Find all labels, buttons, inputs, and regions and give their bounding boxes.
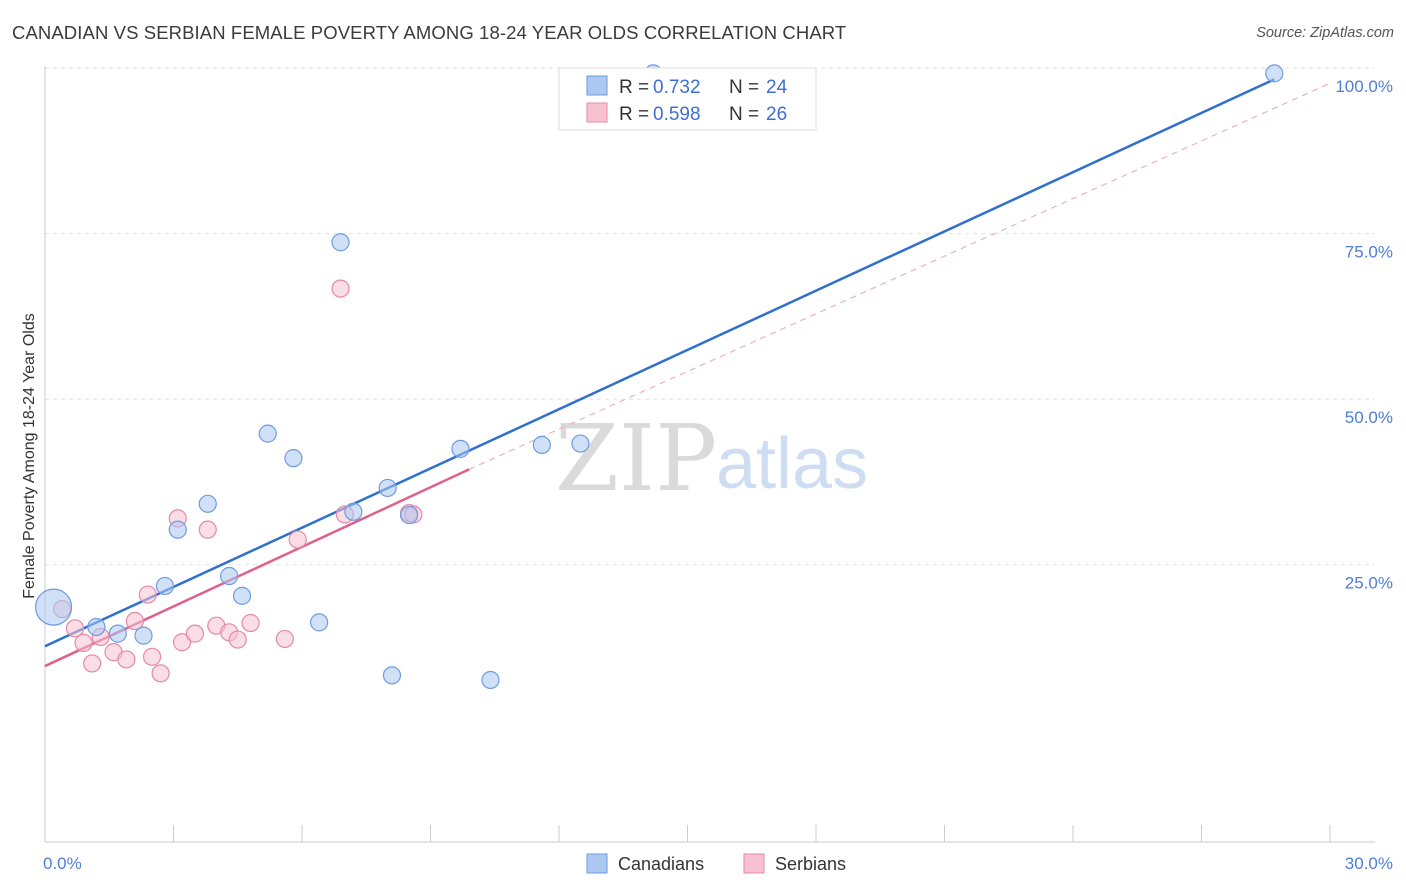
legend-n-value-serbians: 26 <box>766 104 787 125</box>
y-tick-label: 25.0% <box>1345 574 1393 593</box>
trend-extension-1 <box>468 82 1331 470</box>
data-point-serbians <box>331 279 350 298</box>
data-points <box>34 64 1284 690</box>
data-point-canadians <box>87 617 106 637</box>
data-point-canadians <box>344 502 363 521</box>
bottom-legend-swatch-serbians <box>743 853 765 874</box>
data-point-serbians <box>185 624 205 643</box>
bottom-legend-label-canadians: Canadians <box>618 854 704 874</box>
bottom-legend-label-serbians: Serbians <box>775 854 846 874</box>
data-point-serbians <box>228 630 247 649</box>
x-tick-label-min: 0.0% <box>43 854 82 873</box>
data-point-serbians <box>117 650 136 669</box>
data-point-canadians <box>232 586 252 605</box>
y-tick-label: 100.0% <box>1335 77 1393 96</box>
data-point-serbians <box>125 611 145 631</box>
data-point-canadians <box>399 505 419 525</box>
data-point-canadians <box>108 624 127 643</box>
data-point-canadians <box>1265 64 1284 83</box>
data-point-canadians <box>382 666 402 685</box>
y-axis-label: Female Poverty Among 18-24 Year Olds <box>21 313 38 599</box>
legend-swatch-canadians <box>586 75 608 96</box>
data-point-serbians <box>138 585 157 604</box>
data-point-serbians <box>142 647 162 666</box>
source-credit: Source: ZipAtlas.com <box>1256 25 1394 41</box>
legend-swatch-serbians <box>586 102 608 123</box>
data-point-canadians <box>532 435 551 454</box>
legend-n-label-serbians: N = <box>729 104 759 125</box>
data-point-canadians <box>155 576 175 596</box>
y-tick-label: 75.0% <box>1345 243 1393 262</box>
data-point-canadians <box>168 520 187 539</box>
trend-line-canadians <box>44 78 1275 648</box>
data-point-serbians <box>198 520 217 539</box>
axes <box>44 66 1375 843</box>
data-point-canadians <box>451 439 470 458</box>
data-point-canadians <box>378 478 397 498</box>
data-point-serbians <box>172 633 192 652</box>
watermark-atlas: atlas <box>716 424 868 504</box>
legend-n-value-canadians: 24 <box>766 77 788 98</box>
data-point-serbians <box>151 664 170 683</box>
bottom-legend-swatch-canadians <box>586 853 608 874</box>
x-tick-label-max: 30.0% <box>1345 854 1393 873</box>
data-point-canadians <box>220 566 239 586</box>
y-tick-label: 50.0% <box>1345 408 1393 427</box>
data-point-canadians <box>331 233 350 252</box>
bottom-legend: Canadians Serbians <box>586 853 846 874</box>
data-point-serbians <box>288 530 307 549</box>
tick-labels: 25.0% 50.0% 75.0% 100.0% 0.0% 30.0% <box>43 77 1393 873</box>
data-point-serbians <box>241 613 260 633</box>
data-point-serbians <box>65 619 85 638</box>
legend-r-value-canadians: 0.732 <box>653 77 701 98</box>
data-point-canadians <box>284 449 303 468</box>
legend-r-label-canadians: R = <box>619 77 649 98</box>
data-point-canadians <box>34 588 73 626</box>
data-point-serbians <box>83 654 102 673</box>
data-point-serbians <box>74 633 93 652</box>
legend-box: R = 0.732 N = 24 R = 0.598 N = 26 <box>558 67 817 131</box>
data-point-canadians <box>481 670 500 690</box>
data-point-serbians <box>275 629 294 649</box>
data-point-canadians <box>134 626 153 645</box>
data-point-canadians <box>571 434 590 453</box>
chart-title: CANADIAN VS SERBIAN FEMALE POVERTY AMONG… <box>12 22 847 43</box>
legend-n-label-canadians: N = <box>729 77 759 98</box>
data-point-canadians <box>310 613 329 632</box>
legend-r-label-serbians: R = <box>619 104 649 125</box>
watermark-zip: ZIP <box>555 405 717 512</box>
data-point-canadians <box>198 494 217 513</box>
legend-r-value-serbians: 0.598 <box>653 104 701 125</box>
data-point-canadians <box>258 424 277 443</box>
